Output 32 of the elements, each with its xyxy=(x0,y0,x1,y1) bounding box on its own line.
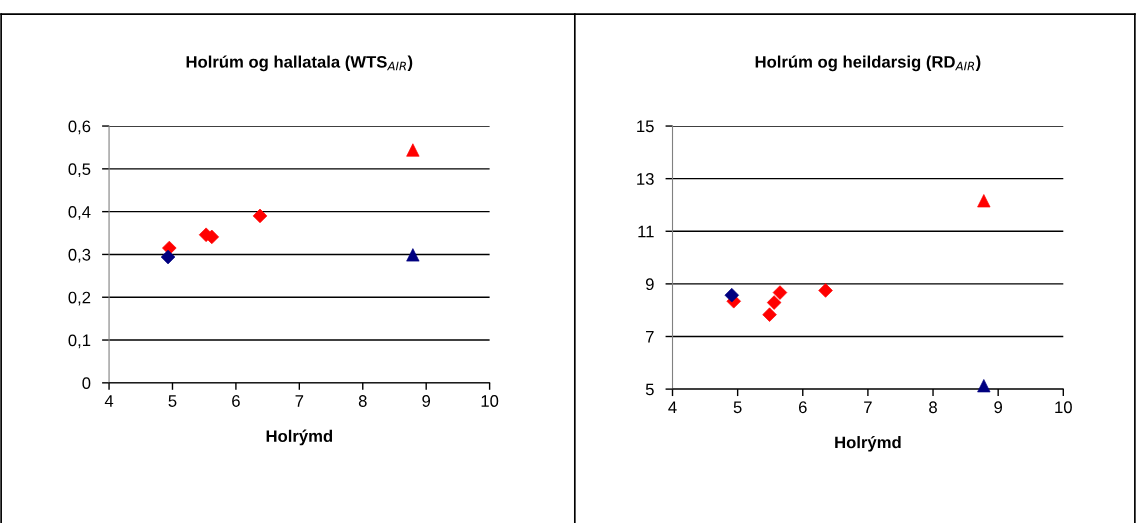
y-tick-label: 0,4 xyxy=(68,206,91,220)
x-axis-title: Holrýmd xyxy=(266,429,333,446)
y-tick-label: 5 xyxy=(645,383,654,396)
x-tick-label: 9 xyxy=(422,395,431,407)
x-tick-label: 10 xyxy=(481,395,499,407)
y-tick-label: 7 xyxy=(646,331,654,343)
x-tick-label: 9 xyxy=(994,401,1003,414)
y-tick-label: 15 xyxy=(637,120,654,133)
y-tick-label: 0,1 xyxy=(68,334,91,349)
x-tick-label: 8 xyxy=(358,395,367,407)
y-tick-label: 0,2 xyxy=(68,291,91,306)
y-tick-label: 0 xyxy=(82,377,91,390)
x-tick-label: 5 xyxy=(168,395,177,407)
x-tick-label: 4 xyxy=(668,401,677,413)
x-tick-label: 6 xyxy=(798,401,807,414)
y-tick-label: 0,3 xyxy=(68,248,91,263)
y-tick-label: 0,6 xyxy=(68,120,91,135)
point xyxy=(772,285,788,300)
y-tick-label: 11 xyxy=(638,225,654,238)
x-tick-label: 10 xyxy=(1055,401,1072,414)
chart-title: Holrúm og heildarsig (RD$_{AIR}$) xyxy=(755,55,981,72)
x-tick-label: 7 xyxy=(295,395,304,407)
x-axis-title: Holrýmd xyxy=(835,435,901,452)
x-tick-label: 6 xyxy=(232,395,240,407)
y-tick-label: 9 xyxy=(645,278,654,291)
y-tick-label: 13 xyxy=(637,173,654,185)
x-tick-label: 4 xyxy=(104,395,114,407)
x-tick-label: 8 xyxy=(929,401,937,414)
x-tick-label: 7 xyxy=(864,401,872,413)
chart-title: Holrúm og hallatala (WTS$_{AIR}$) xyxy=(186,55,413,72)
y-tick-label: 0,5 xyxy=(68,163,91,178)
x-tick-label: 5 xyxy=(733,401,742,414)
